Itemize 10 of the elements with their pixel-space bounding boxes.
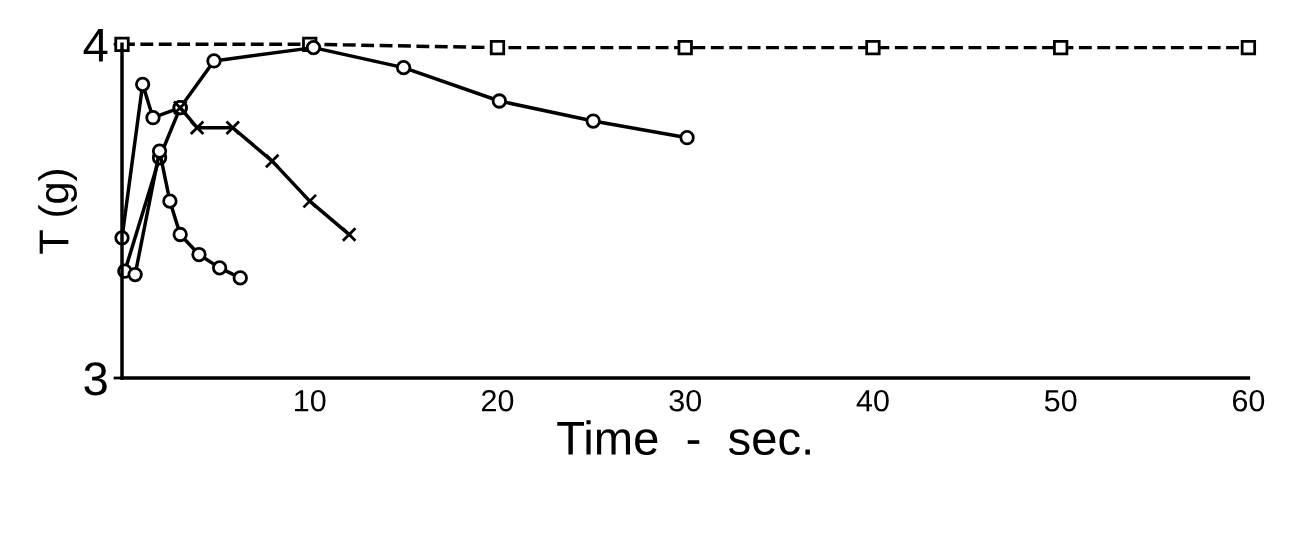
x-tick-label: 30 bbox=[669, 389, 701, 412]
x-tick-label: 60 bbox=[1232, 389, 1265, 412]
x-tick-label: 50 bbox=[1044, 389, 1077, 412]
x-tick-label: 40 bbox=[856, 389, 889, 412]
y-tick-label: 4 bbox=[83, 28, 108, 62]
y-tick-label: 3 bbox=[84, 362, 107, 396]
x-tick-label: 20 bbox=[482, 389, 514, 412]
y-axis-title: T (g) bbox=[38, 170, 77, 254]
x-axis-title: Time - sec. bbox=[557, 420, 810, 456]
x-tick-label: 10 bbox=[295, 389, 326, 412]
